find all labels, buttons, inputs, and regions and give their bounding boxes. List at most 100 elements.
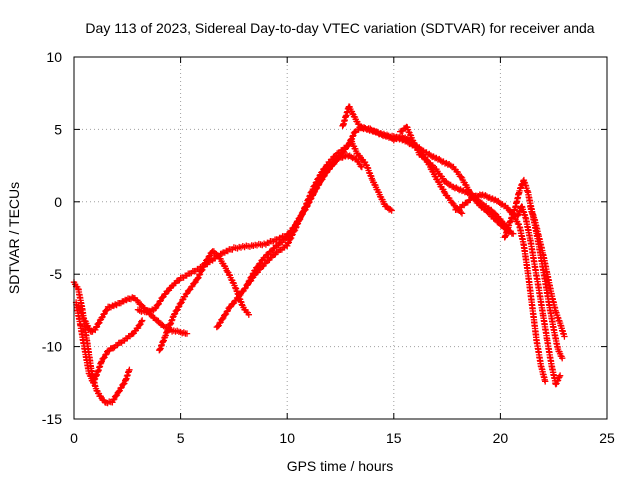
data-point [457,173,465,180]
x-tick-label: 5 [177,430,185,446]
data-point [305,199,312,207]
data-point [245,311,252,318]
data-point [554,377,561,385]
data-point [307,196,314,203]
data-point [219,315,226,323]
data-point [214,252,221,259]
chart-title: Day 113 of 2023, Sidereal Day-to-day VTE… [85,20,594,36]
data-point [198,267,205,274]
y-tick-label: 0 [54,194,62,210]
data-point [515,221,522,228]
data-point [556,373,563,381]
data-point [236,292,243,299]
data-point [510,230,517,237]
axis-ticks: 0 5 10 15 20 25 -15 -10 -5 0 5 10 [42,49,615,446]
data-point [349,133,356,140]
data-point [100,355,107,362]
data-point [345,140,353,147]
x-tick-label: 15 [386,430,402,446]
data-point [561,333,568,340]
data-point [387,206,394,213]
data-point [358,163,365,171]
data-point [447,162,454,169]
data-point [171,311,178,318]
y-tick-label: -5 [50,266,63,282]
data-point [339,149,346,156]
data-point [542,378,549,385]
data-point [423,156,430,164]
series-track-5 [156,248,252,354]
data-point [430,153,437,160]
data-point [194,275,201,282]
data-point [290,224,298,232]
series-track-13 [527,203,568,340]
data-marks [70,103,568,407]
data-point [427,152,434,159]
data-point [121,380,128,387]
data-point [483,193,491,200]
data-point [138,318,145,325]
data-point [126,366,133,373]
series-track-2 [72,299,146,386]
x-tick-label: 0 [70,430,78,446]
series-track-3 [75,294,191,337]
data-point [216,319,223,327]
series-track-4 [134,151,365,316]
x-axis-label: GPS time / hours [287,458,394,474]
data-point [357,123,365,130]
data-point [463,188,470,195]
data-point [103,307,110,314]
data-point [241,285,248,292]
data-point [196,271,203,279]
y-tick-label: 5 [54,121,62,137]
data-point [248,273,255,281]
data-point [120,381,127,388]
data-point [136,321,143,329]
y-tick-label: 10 [46,49,62,65]
data-point [298,211,305,218]
data-point [205,253,213,260]
x-tick-label: 10 [279,430,295,446]
data-point [492,196,499,203]
data-point [100,311,107,318]
data-point [303,204,310,211]
data-point [284,240,292,247]
data-point [199,263,207,271]
x-tick-label: 25 [599,430,615,446]
data-point [183,330,191,337]
data-point [254,263,261,271]
data-point [348,136,355,143]
data-point [309,191,316,199]
data-point [443,159,450,167]
data-point [156,346,164,353]
data-point [175,304,182,311]
x-tick-label: 20 [493,430,509,446]
data-point [288,228,295,236]
data-point [489,195,496,202]
series-track-8 [339,103,513,236]
series-track-10 [452,191,549,385]
data-point [370,127,378,134]
data-point [191,279,198,287]
data-point [556,372,564,379]
data-point [159,338,167,345]
data-point [115,388,122,395]
data-point [559,355,566,362]
data-point [93,371,100,378]
data-point [165,325,172,332]
data-point [403,137,410,145]
data-point [407,140,415,148]
y-tick-label: -15 [42,411,62,427]
plot-frame [73,56,608,420]
y-axis-label: SDTVAR / TECUs [6,182,22,294]
data-point [357,163,364,170]
data-point [436,155,443,163]
data-point [188,283,195,291]
data-point [232,284,239,291]
series-track-12 [514,203,564,388]
data-point [458,210,466,217]
data-point [139,317,146,324]
data-point [362,125,369,132]
series-track-9 [397,123,517,237]
